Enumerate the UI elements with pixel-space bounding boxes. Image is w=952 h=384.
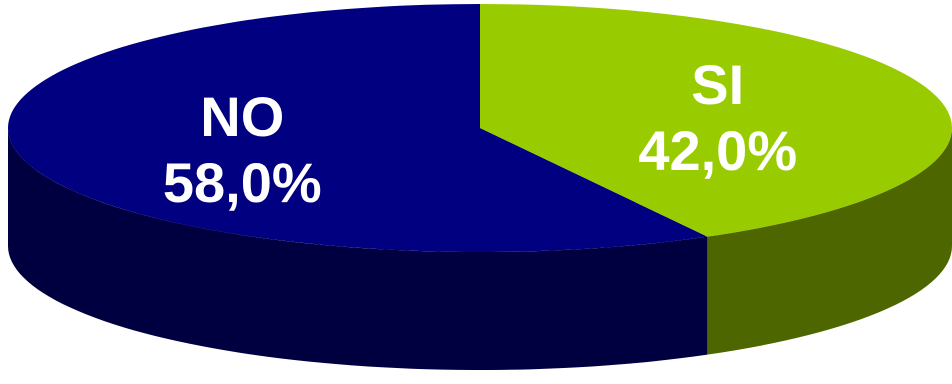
slice-label-no: NO [200, 85, 284, 148]
pie-slice-no [8, 4, 708, 252]
pie-sides [8, 128, 952, 371]
pie-tops [8, 4, 952, 252]
pie-side-si [707, 128, 952, 355]
slice-value-no: 58,0% [163, 151, 322, 214]
slice-label-si: SI [691, 53, 744, 116]
slice-value-si: 42,0% [638, 119, 797, 182]
pie-slice-si [480, 4, 952, 237]
pie-side-no [8, 128, 708, 371]
